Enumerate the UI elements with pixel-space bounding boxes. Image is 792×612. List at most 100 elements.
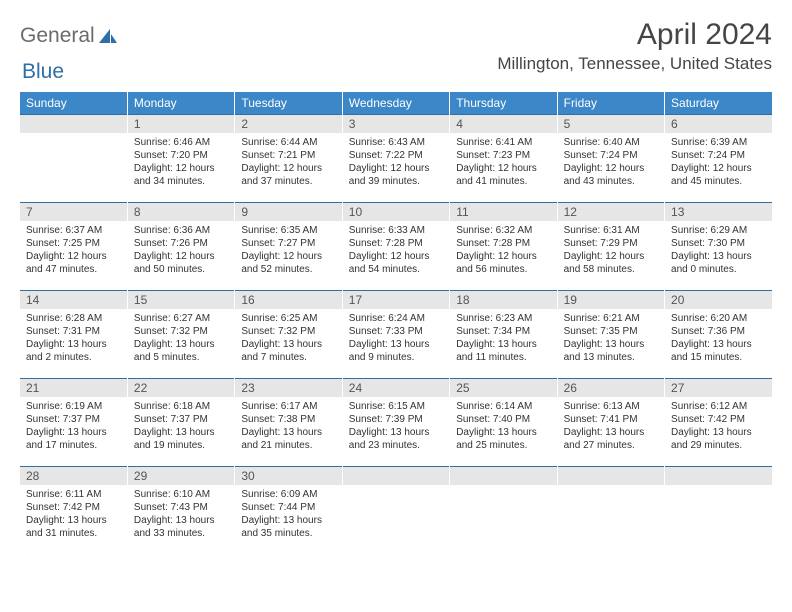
day-header: Tuesday	[235, 92, 342, 114]
day-number: 26	[558, 378, 664, 397]
day-content: Sunrise: 6:12 AMSunset: 7:42 PMDaylight:…	[665, 397, 772, 456]
calendar-cell: 15Sunrise: 6:27 AMSunset: 7:32 PMDayligh…	[127, 290, 234, 378]
calendar-cell: 4Sunrise: 6:41 AMSunset: 7:23 PMDaylight…	[450, 114, 557, 202]
day-number: 21	[20, 378, 127, 397]
day-number: 17	[343, 290, 449, 309]
day-number-empty	[558, 466, 664, 485]
calendar-cell: 18Sunrise: 6:23 AMSunset: 7:34 PMDayligh…	[450, 290, 557, 378]
day-number: 19	[558, 290, 664, 309]
day-number: 9	[235, 202, 341, 221]
day-number: 12	[558, 202, 664, 221]
day-header: Sunday	[20, 92, 127, 114]
calendar-cell: 26Sunrise: 6:13 AMSunset: 7:41 PMDayligh…	[557, 378, 664, 466]
calendar-cell	[557, 466, 664, 554]
brand-word1: General	[20, 24, 95, 48]
day-content: Sunrise: 6:13 AMSunset: 7:41 PMDaylight:…	[558, 397, 664, 456]
calendar-cell	[665, 466, 772, 554]
calendar-cell: 7Sunrise: 6:37 AMSunset: 7:25 PMDaylight…	[20, 202, 127, 290]
day-number: 2	[235, 114, 341, 133]
calendar-cell: 14Sunrise: 6:28 AMSunset: 7:31 PMDayligh…	[20, 290, 127, 378]
day-content: Sunrise: 6:20 AMSunset: 7:36 PMDaylight:…	[665, 309, 772, 368]
day-content: Sunrise: 6:46 AMSunset: 7:20 PMDaylight:…	[128, 133, 234, 192]
day-number-empty	[665, 466, 772, 485]
calendar-cell: 19Sunrise: 6:21 AMSunset: 7:35 PMDayligh…	[557, 290, 664, 378]
calendar-cell: 22Sunrise: 6:18 AMSunset: 7:37 PMDayligh…	[127, 378, 234, 466]
day-number: 25	[450, 378, 556, 397]
day-number: 27	[665, 378, 772, 397]
calendar-cell: 5Sunrise: 6:40 AMSunset: 7:24 PMDaylight…	[557, 114, 664, 202]
location-text: Millington, Tennessee, United States	[497, 54, 772, 74]
calendar-cell: 10Sunrise: 6:33 AMSunset: 7:28 PMDayligh…	[342, 202, 449, 290]
day-content: Sunrise: 6:24 AMSunset: 7:33 PMDaylight:…	[343, 309, 449, 368]
month-title: April 2024	[497, 18, 772, 52]
day-content: Sunrise: 6:32 AMSunset: 7:28 PMDaylight:…	[450, 221, 556, 280]
day-content: Sunrise: 6:11 AMSunset: 7:42 PMDaylight:…	[20, 485, 127, 544]
day-number: 4	[450, 114, 556, 133]
day-content: Sunrise: 6:25 AMSunset: 7:32 PMDaylight:…	[235, 309, 341, 368]
day-content: Sunrise: 6:19 AMSunset: 7:37 PMDaylight:…	[20, 397, 127, 456]
day-number: 15	[128, 290, 234, 309]
day-content: Sunrise: 6:37 AMSunset: 7:25 PMDaylight:…	[20, 221, 127, 280]
calendar-cell: 28Sunrise: 6:11 AMSunset: 7:42 PMDayligh…	[20, 466, 127, 554]
day-content: Sunrise: 6:36 AMSunset: 7:26 PMDaylight:…	[128, 221, 234, 280]
day-content: Sunrise: 6:40 AMSunset: 7:24 PMDaylight:…	[558, 133, 664, 192]
day-number: 22	[128, 378, 234, 397]
day-number: 29	[128, 466, 234, 485]
calendar-cell	[20, 114, 127, 202]
day-content: Sunrise: 6:09 AMSunset: 7:44 PMDaylight:…	[235, 485, 341, 544]
day-number: 3	[343, 114, 449, 133]
day-number: 30	[235, 466, 341, 485]
calendar-cell: 27Sunrise: 6:12 AMSunset: 7:42 PMDayligh…	[665, 378, 772, 466]
calendar-cell: 12Sunrise: 6:31 AMSunset: 7:29 PMDayligh…	[557, 202, 664, 290]
day-number: 18	[450, 290, 556, 309]
day-content: Sunrise: 6:27 AMSunset: 7:32 PMDaylight:…	[128, 309, 234, 368]
brand-word2: Blue	[22, 60, 64, 83]
calendar-cell: 9Sunrise: 6:35 AMSunset: 7:27 PMDaylight…	[235, 202, 342, 290]
calendar-head: SundayMondayTuesdayWednesdayThursdayFrid…	[20, 92, 772, 114]
calendar-row: 28Sunrise: 6:11 AMSunset: 7:42 PMDayligh…	[20, 466, 772, 554]
day-content: Sunrise: 6:39 AMSunset: 7:24 PMDaylight:…	[665, 133, 772, 192]
day-number: 5	[558, 114, 664, 133]
day-content: Sunrise: 6:10 AMSunset: 7:43 PMDaylight:…	[128, 485, 234, 544]
calendar-cell: 17Sunrise: 6:24 AMSunset: 7:33 PMDayligh…	[342, 290, 449, 378]
calendar-cell: 13Sunrise: 6:29 AMSunset: 7:30 PMDayligh…	[665, 202, 772, 290]
day-number: 28	[20, 466, 127, 485]
day-number: 1	[128, 114, 234, 133]
calendar-body: 1Sunrise: 6:46 AMSunset: 7:20 PMDaylight…	[20, 114, 772, 554]
day-number: 20	[665, 290, 772, 309]
calendar-row: 14Sunrise: 6:28 AMSunset: 7:31 PMDayligh…	[20, 290, 772, 378]
calendar-cell	[450, 466, 557, 554]
calendar-cell: 6Sunrise: 6:39 AMSunset: 7:24 PMDaylight…	[665, 114, 772, 202]
calendar-cell: 1Sunrise: 6:46 AMSunset: 7:20 PMDaylight…	[127, 114, 234, 202]
day-content: Sunrise: 6:14 AMSunset: 7:40 PMDaylight:…	[450, 397, 556, 456]
calendar-cell: 11Sunrise: 6:32 AMSunset: 7:28 PMDayligh…	[450, 202, 557, 290]
calendar-cell: 2Sunrise: 6:44 AMSunset: 7:21 PMDaylight…	[235, 114, 342, 202]
day-number-empty	[20, 114, 127, 133]
day-content: Sunrise: 6:21 AMSunset: 7:35 PMDaylight:…	[558, 309, 664, 368]
day-number: 6	[665, 114, 772, 133]
calendar-cell: 24Sunrise: 6:15 AMSunset: 7:39 PMDayligh…	[342, 378, 449, 466]
day-number: 7	[20, 202, 127, 221]
calendar-cell: 29Sunrise: 6:10 AMSunset: 7:43 PMDayligh…	[127, 466, 234, 554]
day-content: Sunrise: 6:43 AMSunset: 7:22 PMDaylight:…	[343, 133, 449, 192]
day-content: Sunrise: 6:31 AMSunset: 7:29 PMDaylight:…	[558, 221, 664, 280]
day-content: Sunrise: 6:33 AMSunset: 7:28 PMDaylight:…	[343, 221, 449, 280]
calendar-row: 7Sunrise: 6:37 AMSunset: 7:25 PMDaylight…	[20, 202, 772, 290]
calendar-cell	[342, 466, 449, 554]
day-header: Monday	[127, 92, 234, 114]
day-content: Sunrise: 6:23 AMSunset: 7:34 PMDaylight:…	[450, 309, 556, 368]
day-number: 24	[343, 378, 449, 397]
calendar-page: General April 2024 Millington, Tennessee…	[0, 0, 792, 564]
day-content: Sunrise: 6:29 AMSunset: 7:30 PMDaylight:…	[665, 221, 772, 280]
day-number: 16	[235, 290, 341, 309]
day-number: 13	[665, 202, 772, 221]
calendar-cell: 20Sunrise: 6:20 AMSunset: 7:36 PMDayligh…	[665, 290, 772, 378]
calendar-row: 1Sunrise: 6:46 AMSunset: 7:20 PMDaylight…	[20, 114, 772, 202]
calendar-cell: 25Sunrise: 6:14 AMSunset: 7:40 PMDayligh…	[450, 378, 557, 466]
day-content: Sunrise: 6:18 AMSunset: 7:37 PMDaylight:…	[128, 397, 234, 456]
brand-sail-icon	[98, 28, 118, 44]
calendar-cell: 30Sunrise: 6:09 AMSunset: 7:44 PMDayligh…	[235, 466, 342, 554]
calendar-cell: 21Sunrise: 6:19 AMSunset: 7:37 PMDayligh…	[20, 378, 127, 466]
calendar-cell: 3Sunrise: 6:43 AMSunset: 7:22 PMDaylight…	[342, 114, 449, 202]
calendar-row: 21Sunrise: 6:19 AMSunset: 7:37 PMDayligh…	[20, 378, 772, 466]
